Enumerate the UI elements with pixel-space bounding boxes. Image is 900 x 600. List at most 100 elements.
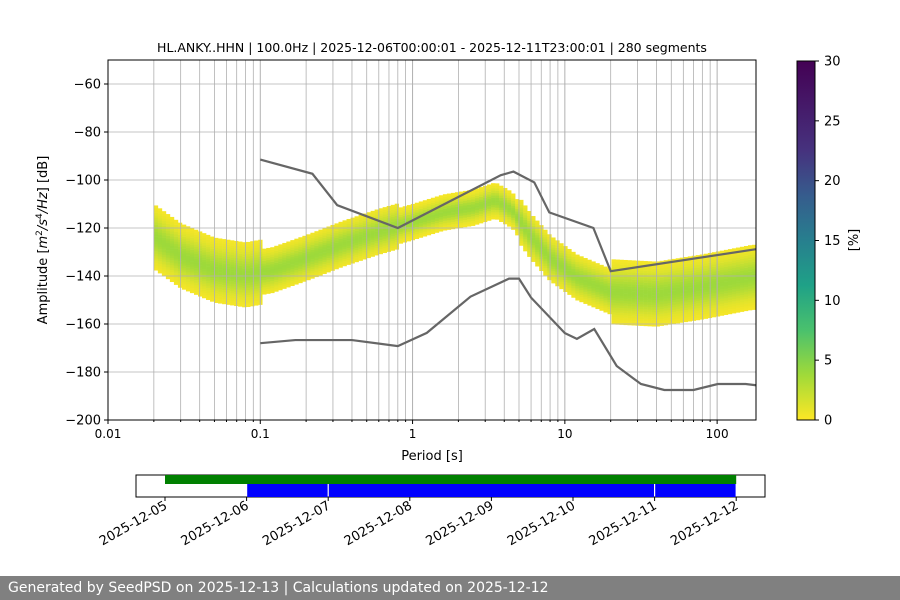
- psd-cell: [723, 300, 729, 303]
- psd-cell: [374, 214, 379, 218]
- psd-cell: [474, 190, 480, 194]
- psd-cell: [202, 240, 207, 244]
- psd-cell: [715, 273, 721, 276]
- psd-cell: [631, 313, 636, 316]
- psd-cell: [527, 239, 532, 243]
- psd-cell: [719, 277, 725, 280]
- psd-cell: [579, 292, 584, 296]
- psd-cell: [651, 278, 656, 281]
- psd-cell: [362, 230, 367, 234]
- psd-cell: [230, 297, 235, 301]
- psd-cell: [699, 309, 705, 313]
- psd-cell: [731, 301, 737, 304]
- psd-cell: [591, 290, 596, 293]
- psd-cell: [426, 201, 432, 205]
- psd-cell: [246, 270, 251, 274]
- psd-cell: [350, 234, 355, 238]
- psd-cell: [639, 316, 644, 319]
- psd-cell: [185, 286, 191, 290]
- psd-cell: [663, 303, 668, 307]
- psd-cell: [238, 287, 243, 290]
- psd-cell: [438, 207, 444, 210]
- psd-cell: [202, 249, 207, 253]
- psd-cell: [703, 265, 709, 269]
- psd-cell: [169, 219, 175, 223]
- psd-cell: [527, 249, 532, 253]
- psd-cell: [165, 218, 171, 222]
- psd-cell: [647, 287, 652, 291]
- psd-cell: [659, 318, 664, 322]
- psd-cell: [687, 299, 693, 303]
- psd-cell: [571, 268, 576, 272]
- psd-cell: [511, 210, 516, 214]
- psd-cell: [342, 227, 347, 231]
- psd-cell: [458, 217, 464, 221]
- psd-cell: [210, 236, 215, 240]
- psd-cell: [230, 249, 235, 253]
- psd-cell: [302, 255, 307, 258]
- psd-cell: [655, 311, 660, 315]
- psd-cell: [298, 261, 303, 264]
- psd-cell: [535, 220, 540, 224]
- psd-cell: [470, 218, 476, 222]
- psd-cell: [370, 227, 375, 231]
- psd-cell: [659, 291, 664, 295]
- psd-cell: [314, 240, 319, 244]
- psd-cell: [310, 239, 315, 243]
- psd-cell: [587, 302, 592, 306]
- psd-cell: [193, 284, 199, 288]
- psd-cell: [543, 253, 548, 257]
- psd-cell: [719, 313, 725, 316]
- psd-cell: [342, 239, 347, 243]
- psd-cell: [189, 268, 195, 272]
- psd-cell: [659, 279, 664, 283]
- psd-cell: [310, 263, 315, 267]
- psd-cell: [302, 245, 307, 249]
- psd-cell: [527, 225, 532, 229]
- psd-cell: [719, 286, 725, 290]
- psd-cell: [206, 292, 211, 296]
- psd-cell: [683, 295, 689, 299]
- psd-cell: [185, 271, 191, 275]
- psd-cell: [354, 221, 359, 224]
- psd-cell: [358, 224, 363, 228]
- psd-cell: [663, 308, 668, 311]
- psd-cell: [262, 284, 267, 288]
- psd-cell: [370, 251, 375, 255]
- psd-cell: [462, 210, 468, 213]
- psd-cell: [559, 245, 564, 249]
- psd-cell: [531, 254, 536, 258]
- psd-cell: [719, 293, 725, 297]
- psd-cell: [711, 285, 717, 289]
- psd-cell: [466, 209, 472, 213]
- psd-cell: [735, 283, 741, 287]
- psd-cell: [466, 197, 472, 201]
- psd-cell: [531, 249, 536, 253]
- psd-cell: [177, 232, 183, 235]
- x-tick-label: 0.01: [95, 427, 122, 441]
- psd-cell: [711, 295, 717, 299]
- psd-cell: [226, 290, 231, 293]
- psd-cell: [314, 243, 319, 246]
- psd-cell: [173, 263, 179, 266]
- psd-cell: [198, 281, 203, 285]
- psd-cell: [302, 235, 307, 239]
- psd-cell: [250, 301, 255, 304]
- psd-cell: [458, 225, 464, 228]
- psd-cell: [250, 253, 255, 256]
- psd-cell: [222, 291, 227, 295]
- psd-cell: [398, 214, 404, 218]
- psd-cell: [715, 275, 721, 279]
- psd-cell: [747, 250, 753, 253]
- psd-cell: [679, 257, 685, 261]
- psd-cell: [310, 275, 315, 279]
- psd-cell: [338, 224, 343, 227]
- psd-cell: [181, 231, 187, 235]
- psd-cell: [189, 266, 195, 270]
- psd-cell: [503, 190, 508, 194]
- psd-cell: [531, 259, 536, 262]
- psd-cell: [503, 214, 508, 218]
- psd-cell: [495, 209, 500, 213]
- psd-cell: [214, 278, 219, 282]
- psd-cell: [322, 235, 327, 238]
